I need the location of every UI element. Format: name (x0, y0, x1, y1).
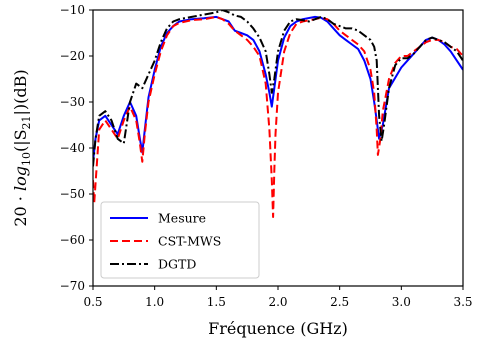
legend-box (100, 201, 260, 279)
x-tick-label: 2.0 (268, 295, 287, 309)
series-line-mesure (93, 15, 463, 162)
legend-entry: DGTD (158, 257, 196, 272)
x-tick-label: 1.5 (207, 295, 226, 309)
x-tick-label: 2.5 (330, 295, 349, 309)
x-tick-label: 0.5 (83, 295, 102, 309)
y-tick-label: −40 (60, 141, 85, 155)
x-tick-label: 1.0 (145, 295, 164, 309)
series-line-dgtd (93, 10, 463, 167)
y-axis-label: 20 · log10(|S21|)(dB) (11, 69, 33, 226)
legend-entry: CST-MWS (158, 234, 221, 249)
x-axis-label: Fréquence (GHz) (208, 319, 348, 338)
y-tick-label: −10 (60, 3, 85, 17)
y-tick-label: −60 (60, 233, 85, 247)
legend-entry: Mesure (158, 211, 206, 226)
x-tick-label: 3.5 (453, 295, 472, 309)
y-tick-label: −50 (60, 187, 85, 201)
x-tick-label: 3.0 (392, 295, 411, 309)
y-tick-label: −20 (60, 49, 85, 63)
y-tick-label: −70 (60, 279, 85, 293)
y-tick-label: −30 (60, 95, 85, 109)
legend: Mesure CST-MWS DGTD (100, 201, 260, 279)
